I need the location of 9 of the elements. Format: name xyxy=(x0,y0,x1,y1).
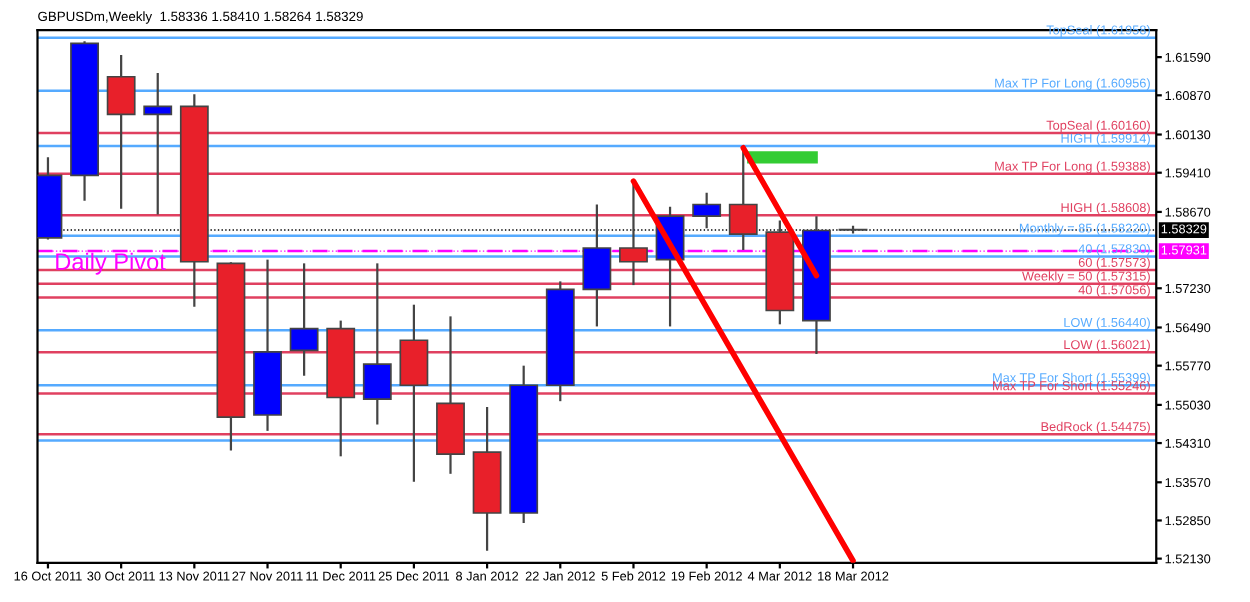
candlestick xyxy=(619,180,648,287)
candlestick xyxy=(692,191,722,230)
candlestick xyxy=(362,262,392,426)
candlestick xyxy=(582,203,612,328)
candlestick xyxy=(728,146,758,252)
candlestick xyxy=(106,53,136,210)
candlestick xyxy=(399,303,429,483)
candlestick xyxy=(289,262,319,377)
candlestick xyxy=(143,71,173,216)
